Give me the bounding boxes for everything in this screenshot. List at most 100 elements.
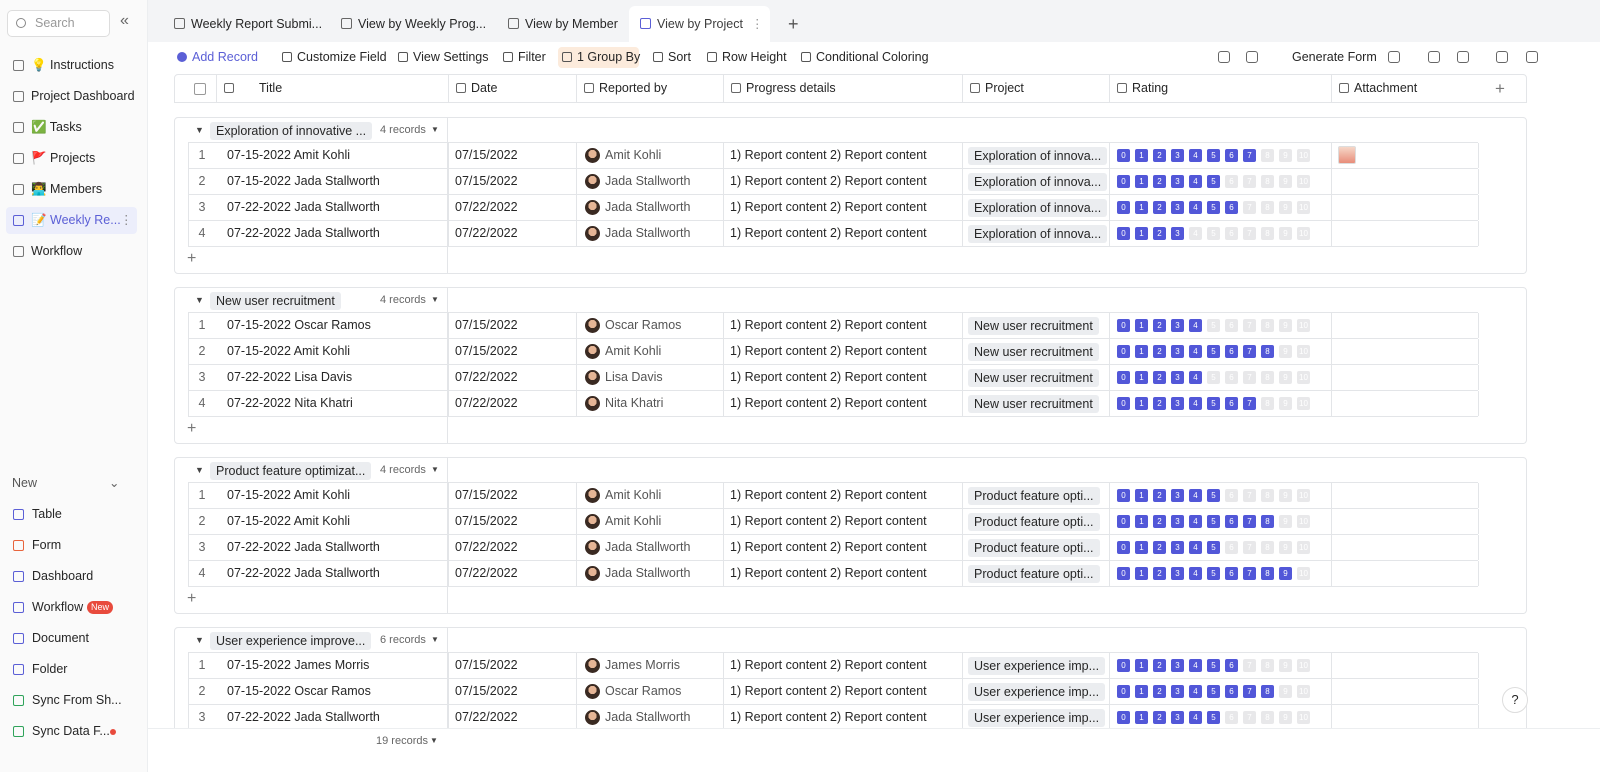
nav-item[interactable]: 🚩 Projects [6, 145, 137, 172]
group-menu[interactable]: ▼ [431, 125, 439, 134]
tab[interactable]: View by Project ⋮ [629, 6, 770, 42]
help-button[interactable]: ? [1502, 687, 1528, 713]
group-menu[interactable]: ▼ [431, 465, 439, 474]
record-row[interactable]: 2 07-15-2022 Amit Kohli 07/15/2022 Amit Koh… [188, 508, 1479, 535]
new-item[interactable]: Table [6, 501, 137, 528]
toolbar-icon [653, 52, 663, 62]
cell-border [576, 705, 577, 728]
new-label: Workflow [32, 600, 84, 614]
toolbar-button[interactable]: View Settings [413, 50, 489, 64]
rating-box: 4 [1189, 711, 1202, 724]
toolbar-icon[interactable] [1428, 51, 1440, 63]
add-row[interactable]: + [187, 420, 197, 437]
collapse-button[interactable]: « [120, 12, 129, 29]
record-row[interactable]: 1 07-15-2022 Amit Kohli 07/15/2022 Amit Koh… [188, 142, 1479, 169]
rating-box: 4 [1189, 201, 1202, 214]
tab[interactable]: View by Weekly Prog... [330, 6, 492, 42]
new-item[interactable]: Form [6, 532, 137, 559]
new-icon [13, 726, 24, 737]
toolbar-icon[interactable] [1526, 51, 1538, 63]
rating-box: 9 [1279, 175, 1292, 188]
toolbar-button[interactable]: Customize Field [297, 50, 387, 64]
record-row[interactable]: 2 07-15-2022 Amit Kohli 07/15/2022 Amit Koh… [188, 338, 1479, 365]
rating-box: 1 [1135, 515, 1148, 528]
group-toggle[interactable]: ▼ [195, 125, 204, 135]
cell-border [448, 143, 449, 168]
new-icon [13, 571, 24, 582]
add-tab[interactable]: + [788, 14, 799, 34]
add-column[interactable]: + [1495, 79, 1505, 98]
footer-menu[interactable]: ▼ [430, 736, 438, 745]
cell-border [1331, 653, 1332, 678]
toolbar-button[interactable]: Sort [668, 50, 691, 64]
select-all[interactable] [194, 83, 206, 95]
record-row[interactable]: 1 07-15-2022 Oscar Ramos 07/15/2022 Oscar R… [188, 312, 1479, 339]
cell-border [723, 195, 724, 220]
group-toggle[interactable]: ▼ [195, 295, 204, 305]
group-toggle[interactable]: ▼ [195, 465, 204, 475]
tab[interactable]: Weekly Report Submi... [163, 6, 325, 42]
record-row[interactable]: 4 07-22-2022 Nita Khatri 07/22/2022 Nita Kh… [188, 390, 1479, 417]
search-box[interactable]: Search [7, 10, 110, 37]
nav-label: 👨‍💻 Members [31, 182, 103, 196]
tab[interactable]: View by Member [497, 6, 625, 42]
new-item[interactable]: Sync Data F... [6, 718, 137, 745]
group-toggle[interactable]: ▼ [195, 635, 204, 645]
nav-item[interactable]: ✅ Tasks [6, 114, 137, 141]
record-row[interactable]: 3 07-22-2022 Jada Stallworth 07/22/2022 Jad… [188, 704, 1479, 728]
toolbar-icon[interactable] [1246, 51, 1258, 63]
new-toggle[interactable]: ⌄ [109, 476, 120, 490]
new-item[interactable]: Folder [6, 656, 137, 683]
rating-box: 9 [1279, 515, 1292, 528]
cell-border [1478, 365, 1479, 390]
new-item[interactable]: Sync From Sh... [6, 687, 137, 714]
nav-item[interactable]: 📝 Weekly Re... ⋮ [6, 207, 137, 234]
rating-box: 8 [1261, 489, 1274, 502]
record-row[interactable]: 3 07-22-2022 Jada Stallworth 07/22/2022 Jad… [188, 534, 1479, 561]
reporter-cell: Jada Stallworth [605, 226, 691, 240]
rating-box: 3 [1171, 489, 1184, 502]
cell-border [576, 313, 577, 338]
cell-border [962, 339, 963, 364]
record-row[interactable]: 1 07-15-2022 Amit Kohli 07/15/2022 Amit Koh… [188, 482, 1479, 509]
nav-item[interactable]: 💡 Instructions [6, 52, 137, 79]
toolbar-icon[interactable] [1496, 51, 1508, 63]
record-row[interactable]: 4 07-22-2022 Jada Stallworth 07/22/2022 Jad… [188, 220, 1479, 247]
rating-box: 1 [1135, 397, 1148, 410]
group-menu[interactable]: ▼ [431, 635, 439, 644]
add-row[interactable]: + [187, 250, 197, 267]
toolbar-button[interactable]: 1 Group By [577, 50, 641, 64]
nav-item[interactable]: Workflow [6, 238, 137, 265]
nav-label: 🚩 Projects [31, 151, 96, 165]
new-item[interactable]: Dashboard [6, 563, 137, 590]
toolbar-button[interactable]: Generate Form [1292, 50, 1377, 64]
nav-item[interactable]: 👨‍💻 Members [6, 176, 137, 203]
record-row[interactable]: 1 07-15-2022 James Morris 07/15/2022 James … [188, 652, 1479, 679]
nav-item[interactable]: Project Dashboard [6, 83, 137, 110]
record-row[interactable]: 3 07-22-2022 Lisa Davis 07/22/2022 Lisa Dav… [188, 364, 1479, 391]
cell-border [962, 535, 963, 560]
new-item[interactable]: Document [6, 625, 137, 652]
cell-border [576, 143, 577, 168]
add-row[interactable]: + [187, 590, 197, 607]
record-row[interactable]: 3 07-22-2022 Jada Stallworth 07/22/2022 Jad… [188, 194, 1479, 221]
toolbar-icon[interactable] [1218, 51, 1230, 63]
status-dot [110, 729, 116, 735]
record-row[interactable]: 4 07-22-2022 Jada Stallworth 07/22/2022 Jad… [188, 560, 1479, 587]
record-row[interactable]: 2 07-15-2022 Jada Stallworth 07/15/2022 Jad… [188, 168, 1479, 195]
avatar [585, 174, 600, 189]
toolbar-button[interactable]: Filter [518, 50, 546, 64]
toolbar-button[interactable]: Add Record [192, 50, 259, 64]
new-item[interactable]: Workflow New [6, 594, 137, 621]
cell-border [1478, 705, 1479, 728]
toolbar-icon[interactable] [1457, 51, 1469, 63]
rating-box: 7 [1243, 201, 1256, 214]
toolbar-button[interactable]: Conditional Coloring [816, 50, 929, 64]
more-button[interactable]: ⋮ [120, 213, 133, 227]
rating-box: 3 [1171, 397, 1184, 410]
group-menu[interactable]: ▼ [431, 295, 439, 304]
toolbar-icon[interactable] [1388, 51, 1400, 63]
column-title: Title [259, 81, 283, 95]
record-row[interactable]: 2 07-15-2022 Oscar Ramos 07/15/2022 Oscar R… [188, 678, 1479, 705]
toolbar-button[interactable]: Row Height [722, 50, 787, 64]
